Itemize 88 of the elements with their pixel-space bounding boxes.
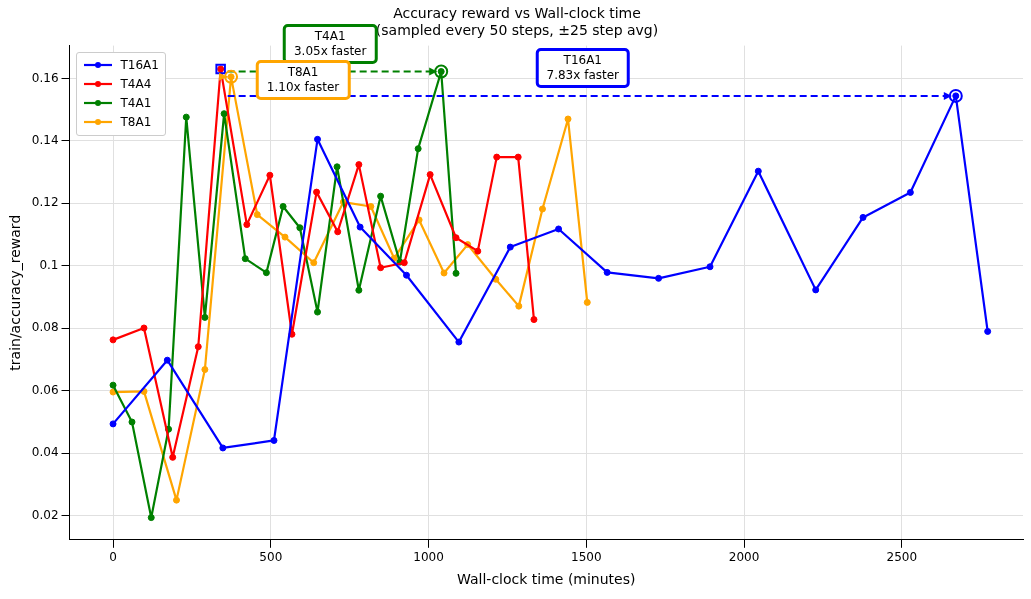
point — [906, 188, 914, 196]
point — [452, 269, 460, 277]
point — [201, 366, 209, 374]
point — [455, 338, 463, 346]
y-tick-label: 0.02 — [31, 507, 59, 522]
point — [314, 308, 322, 316]
legend-label: T16A1 — [120, 58, 159, 73]
point — [426, 171, 434, 179]
point — [493, 153, 501, 161]
point — [474, 247, 482, 255]
x-tick-label: 1000 — [413, 550, 444, 565]
point — [262, 269, 270, 277]
point — [266, 171, 274, 179]
point — [706, 263, 714, 271]
x-tick-label: 500 — [259, 550, 283, 565]
point — [201, 313, 209, 321]
point — [367, 202, 375, 210]
point — [583, 298, 591, 306]
annotation: T16A1 7.83x faster — [546, 52, 620, 83]
point — [109, 381, 117, 389]
point — [147, 514, 155, 522]
point — [243, 221, 251, 229]
x-tick-label: 1500 — [571, 550, 602, 565]
point — [984, 327, 992, 335]
point — [515, 302, 523, 310]
point — [313, 188, 321, 196]
legend-label: T4A4 — [120, 77, 152, 92]
point — [452, 234, 460, 242]
point — [270, 436, 278, 444]
point — [564, 115, 572, 123]
point — [241, 255, 249, 263]
y-axis-title: train/accuracy_reward — [7, 214, 24, 371]
point — [440, 269, 448, 277]
x-axis-title: Wall-clock time (minutes) — [457, 571, 636, 588]
point — [128, 418, 136, 426]
y-tick-label: 0.06 — [31, 382, 59, 397]
legend-label: T8A1 — [120, 115, 152, 130]
point — [355, 286, 363, 294]
point — [296, 224, 304, 232]
point — [812, 286, 820, 294]
point — [356, 223, 364, 231]
annotation: T4A1 3.05x faster — [293, 28, 367, 59]
point — [219, 444, 227, 452]
y-tick-label: 0.1 — [39, 257, 59, 272]
chart-subtitle: (sampled every 50 steps, ±25 step avg) — [375, 21, 659, 38]
point — [334, 228, 342, 236]
point — [400, 259, 408, 267]
point — [194, 343, 202, 351]
point — [109, 420, 117, 428]
point — [355, 161, 363, 169]
point — [859, 213, 867, 221]
y-tick-label: 0.14 — [31, 133, 59, 147]
legend-label: T4A1 — [120, 96, 152, 111]
y-tick-label: 0.04 — [31, 445, 59, 460]
point — [140, 324, 148, 332]
y-tick-label: 0.16 — [31, 70, 59, 85]
point — [530, 316, 538, 324]
point — [538, 205, 546, 213]
point — [514, 153, 522, 161]
annotation: T8A1 1.10x faster — [266, 64, 340, 95]
point — [333, 163, 341, 171]
point — [402, 271, 410, 279]
point — [506, 243, 514, 251]
x-tick-label: 2000 — [728, 550, 760, 565]
x-tick-label: 0 — [109, 550, 117, 565]
point — [555, 225, 563, 233]
x-tick-label: 2500 — [886, 550, 918, 565]
point — [172, 496, 180, 504]
point — [377, 264, 385, 272]
point — [279, 202, 287, 210]
point — [163, 356, 171, 364]
point — [754, 167, 762, 175]
point — [182, 113, 190, 121]
point — [109, 388, 117, 396]
point — [220, 110, 228, 118]
y-tick-label: 0.08 — [31, 320, 59, 335]
point — [314, 135, 322, 143]
point — [109, 336, 117, 344]
point — [603, 268, 611, 276]
point — [377, 192, 385, 200]
point — [310, 259, 318, 267]
point — [253, 211, 261, 219]
point — [655, 274, 663, 282]
point — [281, 233, 289, 241]
point — [169, 453, 177, 461]
y-tick-label: 0.12 — [31, 195, 59, 210]
point — [414, 145, 422, 153]
chart-title: Accuracy reward vs Wall-clock time — [393, 5, 641, 22]
